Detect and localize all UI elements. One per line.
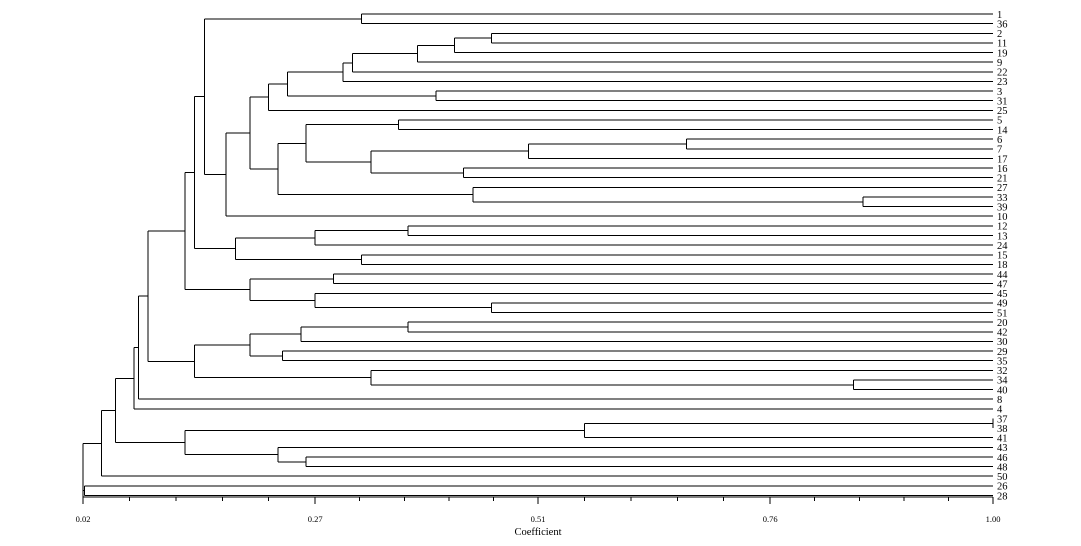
leaf-label: 44 [997, 270, 1008, 281]
x-axis-title: Coefficient [514, 527, 561, 538]
leaf-label: 15 [997, 251, 1008, 262]
x-tick-label: 0.76 [763, 514, 778, 524]
leaf-label: 7 [997, 145, 1002, 156]
leaf-label: 41 [997, 434, 1008, 445]
leaf-label: 48 [997, 462, 1008, 473]
leaf-label: 35 [997, 356, 1008, 367]
leaf-label: 25 [997, 106, 1008, 117]
leaf-label: 29 [997, 347, 1008, 358]
leaf-label: 47 [997, 279, 1008, 290]
leaf-label: 10 [997, 212, 1008, 223]
leaf-label: 43 [997, 443, 1008, 454]
leaf-label: 26 [997, 482, 1008, 493]
leaf-label: 32 [997, 366, 1008, 377]
leaf-label: 39 [997, 202, 1008, 213]
x-tick-label: 0.51 [531, 514, 546, 524]
leaf-label: 2 [997, 29, 1002, 40]
leaf-label: 37 [997, 414, 1008, 425]
leaf-label: 13 [997, 231, 1008, 242]
leaf-label: 16 [997, 164, 1008, 175]
x-tick-label: 0.02 [76, 514, 91, 524]
leaf-label: 3 [997, 87, 1002, 98]
leaf-label: 51 [997, 308, 1008, 319]
leaf-label: 8 [997, 395, 1002, 406]
leaf-label: 30 [997, 337, 1008, 348]
leaf-label: 24 [997, 241, 1008, 252]
leaf-label: 27 [997, 183, 1008, 194]
leaf-label: 31 [997, 96, 1008, 107]
leaf-label: 21 [997, 174, 1008, 185]
leaf-label: 50 [997, 472, 1008, 483]
leaf-label: 11 [997, 39, 1007, 50]
leaf-label: 23 [997, 77, 1008, 88]
leaf-label: 33 [997, 193, 1008, 204]
leaf-label: 45 [997, 289, 1008, 300]
leaf-label: 34 [997, 376, 1008, 387]
leaf-label: 20 [997, 318, 1008, 329]
leaf-label: 38 [997, 424, 1008, 435]
leaf-label: 5 [997, 116, 1002, 127]
leaf-labels: 1362111992223331255146717162127333910121… [997, 10, 1008, 502]
x-tick-label: 0.27 [308, 514, 323, 524]
leaf-label: 17 [997, 154, 1008, 165]
dendrogram-branches [82, 13, 994, 497]
leaf-label: 6 [997, 135, 1002, 146]
leaf-label: 1 [997, 10, 1002, 21]
leaf-label: 18 [997, 260, 1008, 271]
leaf-label: 28 [997, 491, 1008, 502]
x-axis-ticks: 0.02 0.27 0.51 0.76 1.00 [76, 497, 1001, 524]
leaf-label: 9 [997, 58, 1002, 69]
leaf-label: 42 [997, 328, 1008, 339]
leaf-label: 4 [997, 405, 1003, 416]
leaf-label: 12 [997, 222, 1008, 233]
leaf-label: 19 [997, 48, 1008, 59]
leaf-label: 22 [997, 68, 1008, 79]
leaf-label: 40 [997, 385, 1008, 396]
leaf-label: 46 [997, 453, 1008, 464]
x-tick-label: 1.00 [986, 514, 1001, 524]
leaf-label: 14 [997, 125, 1008, 136]
x-axis: 0.02 0.27 0.51 0.76 1.00 Coefficient [76, 496, 1001, 538]
leaf-label: 36 [997, 19, 1008, 30]
leaf-label: 49 [997, 299, 1008, 310]
